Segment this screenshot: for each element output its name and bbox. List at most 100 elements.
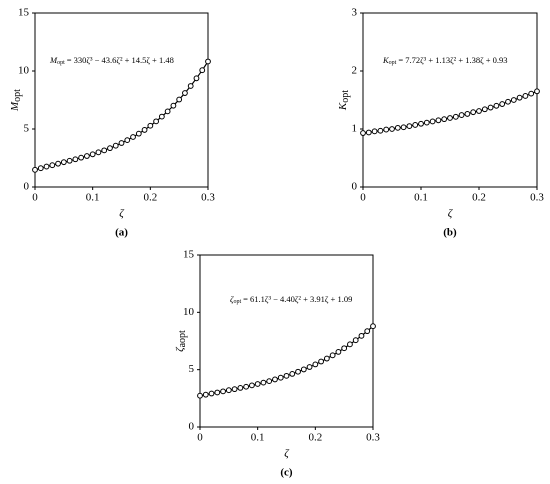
y-tick-label: 15: [18, 7, 30, 19]
x-tick-label: 0.2: [143, 192, 157, 204]
data-point: [447, 115, 453, 121]
y-tick-label: 15: [183, 249, 195, 261]
annotation: Mopt = 330ζ³ − 43.6ζ² + 14.5ζ + 1.48: [49, 55, 174, 66]
data-point: [441, 116, 448, 123]
data-point: [470, 109, 477, 116]
annotation-expression: = 330ζ³ − 43.6ζ² + 14.5ζ + 1.48: [67, 55, 174, 65]
data-point: [352, 337, 359, 344]
annotation-symbol: ζ: [230, 294, 234, 304]
data-point: [78, 154, 85, 161]
x-tick-label: 0: [360, 192, 366, 204]
data-point: [231, 386, 238, 393]
y-tick-label: 5: [24, 123, 30, 135]
data-line: [34, 61, 209, 171]
data-point: [272, 376, 278, 383]
y-label-subscript: opt: [340, 90, 351, 103]
data-point: [412, 122, 419, 128]
data-point: [510, 97, 517, 103]
annotation: Kopt = 7.72ζ³ + 1.13ζ² + 1.38ζ + 0.93: [382, 55, 508, 66]
x-tick-label: 0.3: [366, 432, 380, 444]
data-point: [249, 382, 255, 389]
x-tick-label: 0: [32, 192, 38, 204]
annotation-subscript: opt: [57, 60, 65, 66]
data-point: [400, 124, 407, 131]
data-point: [220, 388, 226, 395]
data-point: [118, 140, 125, 146]
data-point: [72, 156, 79, 163]
data-point: [347, 341, 353, 348]
data-point: [341, 345, 348, 352]
data-point: [377, 127, 384, 134]
data-point: [481, 106, 488, 113]
y-tick-label: 5: [189, 363, 195, 375]
plot-frame: [362, 12, 538, 188]
data-point: [365, 129, 372, 136]
data-point: [318, 358, 325, 365]
data-point: [95, 149, 102, 156]
data-point: [266, 378, 273, 385]
data-point: [208, 390, 215, 397]
annotation-expression: = 7.72ζ³ + 1.13ζ² + 1.38ζ + 0.93: [398, 55, 507, 65]
y-tick-label: 0: [24, 181, 30, 193]
y-label-subscript: aopt: [177, 330, 188, 347]
data-point: [147, 122, 154, 129]
panel-label: (b): [443, 227, 457, 239]
data-point: [371, 128, 378, 135]
annotation-symbol: M: [49, 55, 58, 65]
data-point: [389, 126, 395, 132]
data-point: [364, 328, 371, 335]
panel-label: (a): [115, 227, 128, 239]
data-point: [283, 372, 290, 379]
data-point: [358, 332, 365, 339]
y-tick-label: 1: [352, 123, 358, 135]
data-point: [429, 118, 436, 125]
x-tick-label: 0.1: [86, 192, 100, 204]
y-tick-label: 3: [352, 7, 358, 19]
annotation-subscript: opt: [233, 299, 241, 305]
data-point: [55, 160, 61, 167]
data-point: [60, 159, 67, 166]
data-point: [89, 151, 96, 158]
data-point: [505, 98, 511, 105]
data-point: [66, 157, 73, 164]
data-point: [323, 355, 330, 362]
data-point: [237, 384, 244, 391]
data-point: [452, 113, 459, 120]
data-point: [522, 93, 529, 99]
data-point: [243, 383, 250, 390]
data-point: [534, 88, 540, 95]
x-tick-label: 0.2: [472, 192, 486, 204]
data-point: [164, 108, 171, 115]
data-point: [32, 166, 38, 173]
y-tick-label: 0: [189, 421, 195, 433]
data-point: [112, 142, 119, 149]
data-point: [170, 102, 177, 109]
y-tick-label: 10: [18, 65, 30, 77]
data-point: [37, 165, 44, 172]
data-point: [153, 118, 160, 125]
x-axis-label: ζ: [284, 448, 290, 460]
y-tick-label: 0: [352, 181, 358, 193]
data-point: [49, 162, 56, 169]
data-point: [383, 126, 390, 133]
data-point: [516, 94, 523, 101]
y-axis-label: Mopt: [9, 89, 24, 112]
data-point: [107, 145, 113, 152]
data-point: [135, 130, 142, 137]
x-tick-label: 0.3: [530, 192, 544, 204]
data-point: [289, 371, 296, 377]
y-label-symbol: K: [337, 102, 349, 111]
data-point: [176, 96, 183, 103]
y-label-subscript: opt: [12, 89, 23, 102]
data-point: [499, 101, 506, 107]
data-point: [464, 111, 471, 117]
y-axis-label: Kopt: [337, 90, 352, 111]
data-point: [295, 368, 301, 375]
data-point: [158, 113, 165, 120]
data-point: [205, 58, 211, 65]
x-tick-label: 0.2: [308, 432, 322, 444]
data-point: [141, 127, 148, 133]
data-point: [476, 108, 482, 114]
data-point: [225, 387, 232, 394]
